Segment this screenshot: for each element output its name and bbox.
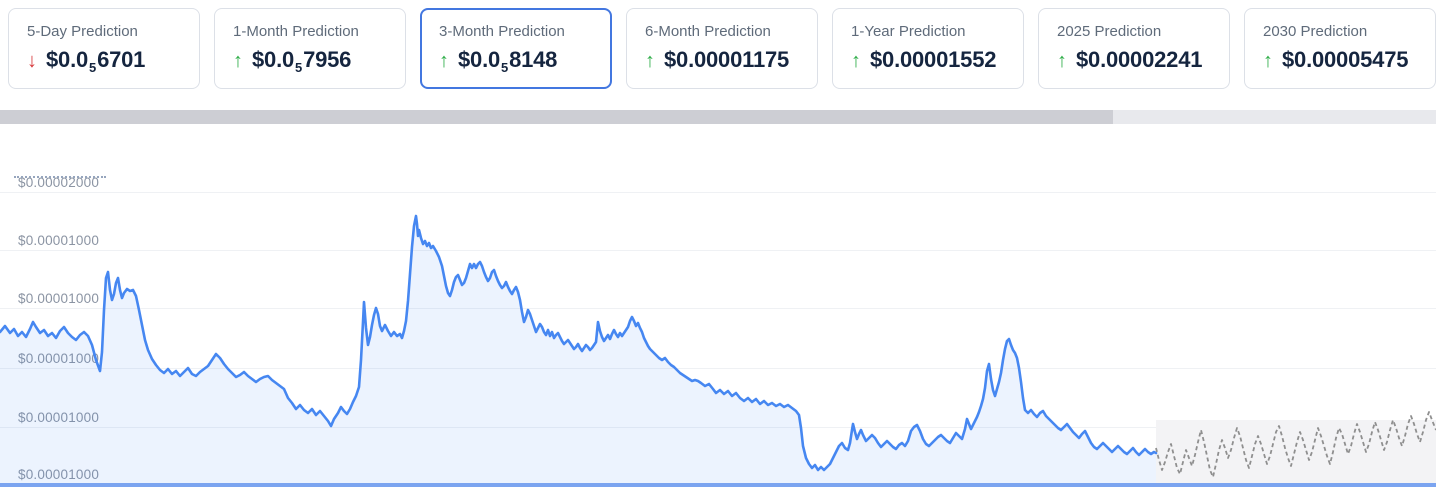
arrow-up-icon: ↑ [1263, 50, 1273, 73]
card-value: ↑ $0.00002241 [1057, 47, 1229, 75]
forecast-background-band [1156, 420, 1436, 483]
zeros-subscript: 5 [295, 60, 303, 76]
prediction-card-6-month[interactable]: 6-Month Prediction ↑ $0.00001175 [626, 8, 818, 89]
history-line [0, 214, 1158, 472]
card-value: ↓ $0.056701 [27, 47, 199, 75]
gridline [0, 308, 1436, 309]
card-title: 6-Month Prediction [645, 23, 771, 40]
y-axis-label: $0.00001000 [18, 291, 100, 306]
card-value: ↑ $0.058148 [439, 47, 610, 75]
card-value: ↑ $0.00001175 [645, 47, 817, 75]
history-area [0, 216, 1156, 483]
price-value: $0.00002241 [1076, 47, 1203, 72]
cards-scrollbar-thumb[interactable] [0, 110, 1113, 124]
price-value: $0.058148 [458, 47, 558, 76]
arrow-up-icon: ↑ [645, 50, 655, 73]
price-value: $0.00001175 [664, 47, 790, 72]
card-title: 1-Month Prediction [233, 23, 359, 40]
arrow-up-icon: ↑ [233, 50, 243, 73]
prediction-card-5-day[interactable]: 5-Day Prediction ↓ $0.056701 [8, 8, 200, 89]
card-value: ↑ $0.00005475 [1263, 47, 1435, 75]
card-title: 1-Year Prediction [851, 23, 966, 40]
price-value: $0.056701 [46, 47, 146, 76]
card-title: 5-Day Prediction [27, 23, 138, 40]
price-value: $0.00001552 [870, 47, 997, 72]
prediction-card-3-month-selected[interactable]: 3-Month Prediction ↑ $0.058148 [420, 8, 612, 89]
zeros-subscript: 5 [501, 60, 509, 76]
arrow-down-icon: ↓ [27, 50, 37, 73]
y-axis-label: $0.00001000 [18, 467, 99, 482]
y-axis-label: $0.00001000 [18, 410, 99, 425]
y-axis-label: $0.00002000 [18, 175, 100, 190]
price-value: $0.00005475 [1282, 47, 1409, 72]
prediction-cards-row: 5-Day Prediction ↓ $0.056701 1-Month Pre… [8, 8, 1436, 89]
arrow-up-icon: ↑ [851, 50, 861, 73]
arrow-up-icon: ↑ [439, 50, 449, 73]
price-marker-dotted-line [14, 176, 106, 178]
card-title: 2025 Prediction [1057, 23, 1162, 40]
card-value: ↑ $0.057956 [233, 47, 405, 75]
cards-scrollbar-track[interactable] [0, 110, 1436, 124]
prediction-card-1-month[interactable]: 1-Month Prediction ↑ $0.057956 [214, 8, 406, 89]
gridline [0, 368, 1436, 369]
prediction-card-1-year[interactable]: 1-Year Prediction ↑ $0.00001552 [832, 8, 1024, 89]
arrow-up-icon: ↑ [1057, 50, 1067, 73]
prediction-card-2025[interactable]: 2025 Prediction ↑ $0.00002241 [1038, 8, 1230, 89]
price-value: $0.057956 [252, 47, 352, 76]
card-value: ↑ $0.00001552 [851, 47, 1023, 75]
gridline [0, 192, 1436, 193]
zeros-subscript: 5 [89, 60, 97, 76]
chart-baseline-bar [0, 483, 1436, 487]
card-title: 3-Month Prediction [439, 23, 565, 40]
forecast-line [1155, 411, 1436, 478]
prediction-card-2030[interactable]: 2030 Prediction ↑ $0.00005475 [1244, 8, 1436, 89]
y-axis-label: $0.00001000 [18, 233, 100, 248]
gridline [0, 250, 1436, 251]
gridline [0, 427, 1436, 428]
card-title: 2030 Prediction [1263, 23, 1368, 40]
y-axis-label: $0.00001000 [18, 351, 99, 366]
